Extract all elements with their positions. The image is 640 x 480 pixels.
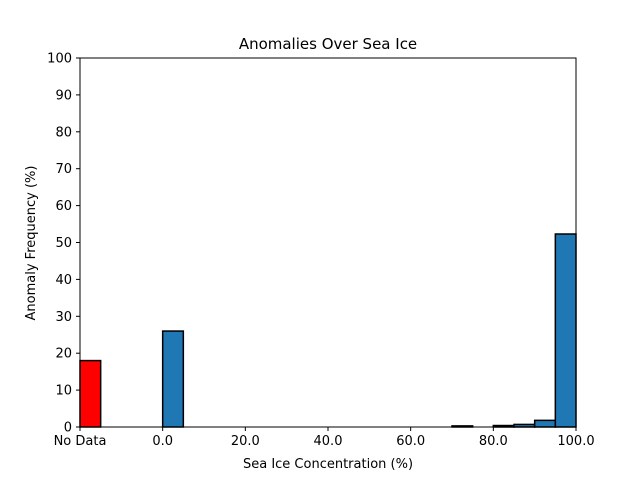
y-tick-label: 60 (55, 199, 72, 214)
y-tick-label: 40 (55, 273, 72, 288)
y-tick-label: 10 (55, 384, 72, 399)
y-tick-label: 90 (55, 88, 72, 103)
x-tick-label: 20.0 (231, 434, 260, 449)
x-axis-label: Sea Ice Concentration (%) (243, 457, 413, 472)
x-tick-label: 80.0 (479, 434, 508, 449)
y-tick-label: 50 (55, 236, 72, 251)
x-tick-label: 40.0 (314, 434, 343, 449)
x-tick-label: 100.0 (557, 434, 594, 449)
x-tick-label: 0.0 (152, 434, 173, 449)
x-tick-label: No Data (54, 434, 107, 449)
bars-layer (79, 233, 577, 428)
y-tick-label: 30 (55, 310, 72, 325)
chart-title: Anomalies Over Sea Ice (239, 35, 417, 53)
y-axis: 0 10 20 30 40 50 60 70 80 90 100 (47, 52, 80, 436)
bar (533, 419, 557, 428)
y-tick-label: 0 (64, 421, 72, 436)
y-axis-label: Anomaly Frequency (%) (24, 166, 39, 321)
bar (161, 330, 185, 428)
y-tick-label: 70 (55, 162, 72, 177)
bar-no-data (79, 359, 102, 428)
y-tick-label: 100 (47, 52, 72, 67)
y-tick-label: 80 (55, 125, 72, 140)
bar (554, 233, 577, 428)
x-tick-label: 60.0 (396, 434, 425, 449)
x-axis: No Data 0.0 20.0 40.0 60.0 80.0 100.0 (54, 427, 595, 449)
plot-frame (79, 57, 577, 428)
y-tick-label: 20 (55, 347, 72, 362)
